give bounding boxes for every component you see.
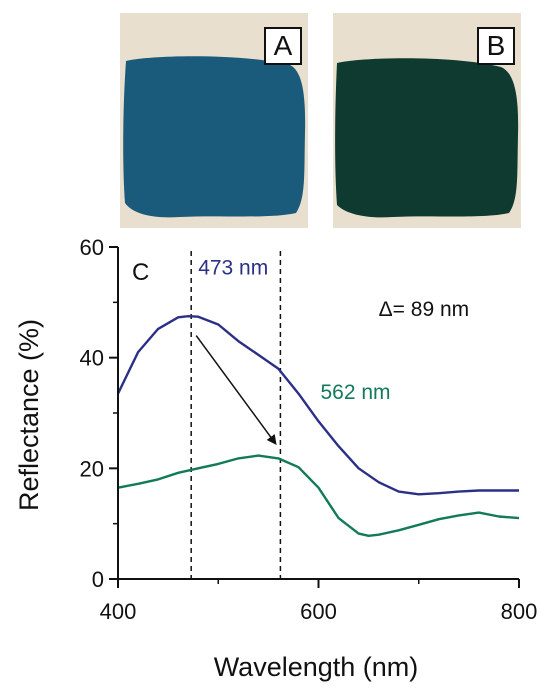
- photo-panel-a: A: [120, 13, 308, 228]
- y-axis-label: Reflectance (%): [14, 319, 44, 511]
- y-tick-label: 0: [92, 567, 104, 592]
- annotation-1: 473 nm: [198, 257, 268, 280]
- shift-arrow: [195, 335, 277, 446]
- panel-label-a: A: [264, 27, 302, 65]
- series-line-2: [117, 454, 520, 537]
- dye-swatch: [335, 58, 519, 218]
- chart-panel-label: C: [132, 259, 149, 286]
- annotation-2: 562 nm: [321, 381, 391, 404]
- y-tick-label: 40: [80, 346, 104, 371]
- annotation-3: Δ= 89 nm: [379, 298, 470, 321]
- photo-panel-b: B: [333, 13, 521, 228]
- panel-label-b: B: [477, 27, 515, 65]
- dye-swatch: [123, 56, 306, 218]
- x-tick-label: 400: [100, 599, 137, 624]
- y-tick-label: 20: [80, 456, 104, 481]
- series-line-1: [116, 315, 519, 496]
- y-tick-label: 60: [80, 235, 104, 260]
- x-axis-label: Wavelength (nm): [214, 652, 419, 682]
- x-tick-label: 800: [501, 599, 538, 624]
- x-tick-label: 600: [300, 599, 337, 624]
